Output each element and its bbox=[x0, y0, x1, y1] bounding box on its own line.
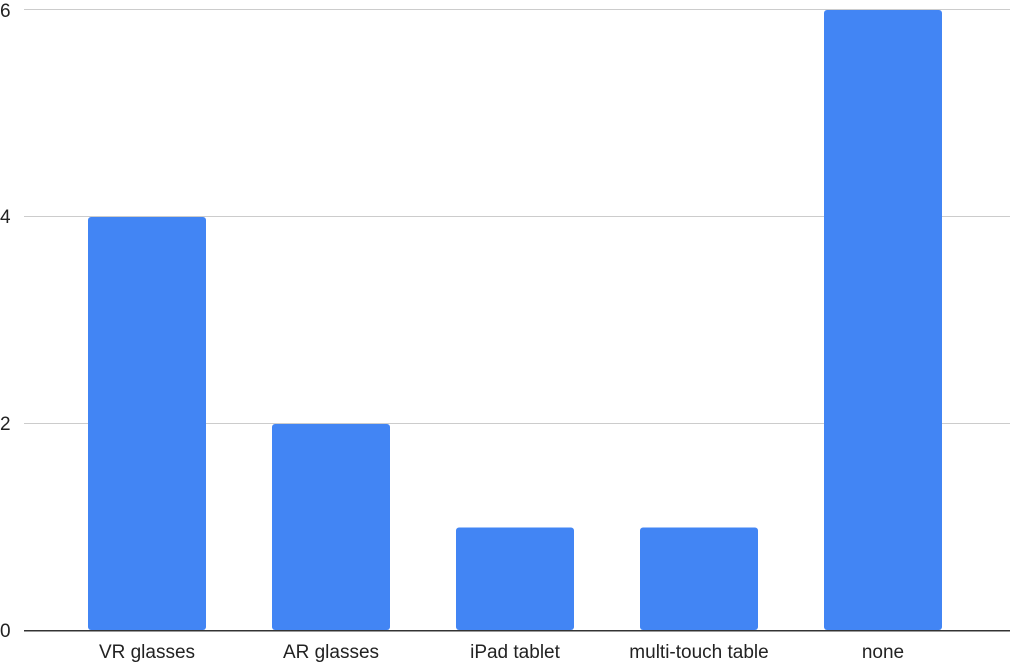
x-category-label: iPad tablet bbox=[470, 642, 561, 663]
y-tick-label-6: 6 bbox=[0, 1, 11, 22]
y-tick-label-0: 0 bbox=[0, 621, 11, 642]
bar-ar-glasses bbox=[272, 424, 390, 630]
bar-vr-glasses bbox=[88, 217, 206, 630]
bars-layer bbox=[88, 10, 942, 630]
y-tick-label-4: 4 bbox=[0, 207, 11, 228]
bar-multi-touch-table bbox=[640, 527, 758, 630]
x-category-label: VR glasses bbox=[99, 642, 195, 663]
y-tick-label-2: 2 bbox=[0, 414, 11, 435]
x-category-label: multi-touch table bbox=[629, 642, 768, 663]
bar-none bbox=[824, 10, 942, 630]
x-category-label: AR glasses bbox=[283, 642, 379, 663]
y-tick-labels: 0 2 4 6 bbox=[0, 1, 11, 642]
bar-ipad-tablet bbox=[456, 527, 574, 630]
x-category-labels: VR glasses AR glasses iPad tablet multi-tou… bbox=[99, 642, 904, 663]
x-category-label: none bbox=[862, 642, 904, 663]
